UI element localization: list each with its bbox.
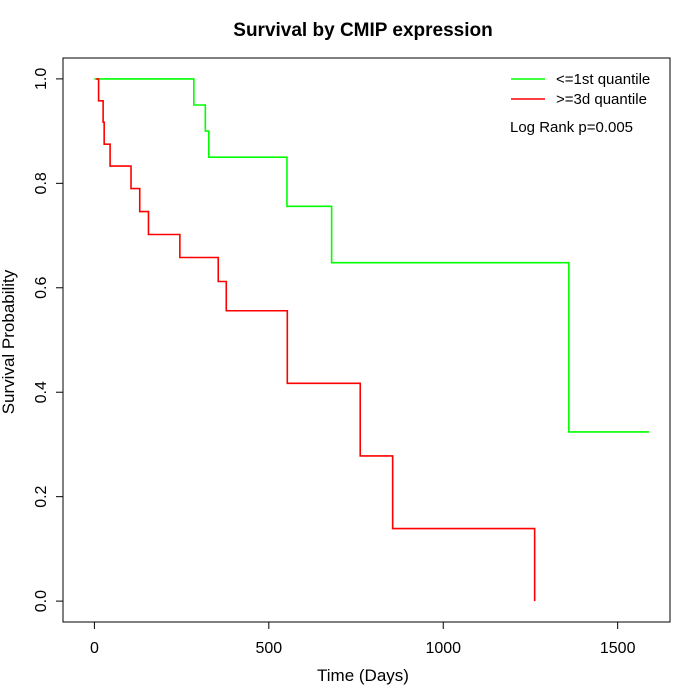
y-tick-label: 0.4 [33, 381, 50, 403]
series-line-2 [96, 78, 536, 602]
y-tick-label: 1.0 [33, 68, 50, 90]
legend-label: <=1st quantile [556, 71, 650, 88]
x-tick-label: 0 [90, 640, 99, 657]
x-tick-label: 500 [255, 640, 282, 657]
series-line-1 [94, 78, 650, 433]
y-tick-label: 0.0 [33, 590, 50, 612]
log-rank-annotation: Log Rank p=0.005 [510, 119, 633, 136]
series-lines [94, 78, 650, 602]
x-axis-label: Time (Days) [317, 666, 409, 685]
y-tick-label: 0.8 [33, 172, 50, 194]
x-axis: 0 500 1000 1500 [90, 621, 636, 657]
legend-label: >=3d quantile [556, 91, 647, 108]
y-axis: 0.0 0.2 0.4 0.6 0.8 1.0 [33, 68, 64, 612]
chart-title: Survival by CMIP expression [233, 20, 492, 41]
x-tick-label: 1500 [600, 640, 636, 657]
plot-frame [62, 57, 671, 623]
y-tick-label: 0.2 [33, 485, 50, 507]
y-axis-label: Survival Probability [0, 269, 18, 414]
y-tick-label: 0.6 [33, 277, 50, 299]
x-tick-label: 1000 [425, 640, 461, 657]
legend: <=1st quantile >=3d quantile [511, 71, 650, 108]
